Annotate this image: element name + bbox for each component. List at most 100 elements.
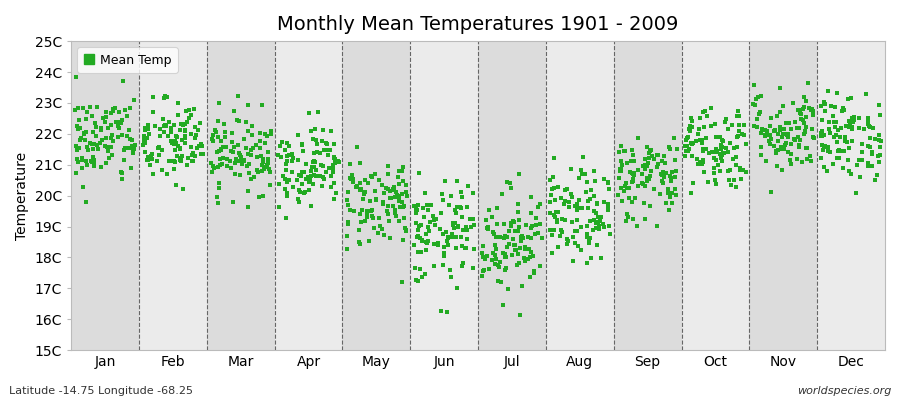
Point bbox=[596, 220, 610, 227]
Point bbox=[706, 155, 721, 162]
Point bbox=[257, 139, 272, 146]
Point bbox=[213, 138, 228, 145]
Point bbox=[554, 216, 569, 222]
Point bbox=[71, 105, 86, 112]
Point bbox=[387, 187, 401, 194]
Point bbox=[318, 147, 332, 154]
Point bbox=[309, 172, 323, 179]
Point bbox=[751, 123, 765, 130]
Point bbox=[203, 160, 218, 166]
Point bbox=[800, 156, 814, 163]
Point bbox=[145, 156, 159, 162]
Point bbox=[76, 184, 90, 190]
Point bbox=[642, 176, 656, 182]
Point bbox=[75, 157, 89, 163]
Point bbox=[187, 135, 202, 142]
Point bbox=[485, 229, 500, 236]
Point bbox=[560, 186, 574, 192]
Point bbox=[797, 94, 812, 100]
Point bbox=[273, 143, 287, 149]
Point bbox=[526, 269, 541, 276]
Point bbox=[775, 134, 789, 140]
Point bbox=[618, 180, 633, 186]
Point bbox=[284, 151, 299, 158]
Point bbox=[448, 207, 463, 214]
Point bbox=[433, 226, 447, 232]
Point bbox=[178, 140, 193, 146]
Point bbox=[614, 168, 628, 174]
Point bbox=[612, 149, 626, 156]
Point bbox=[489, 245, 503, 252]
Point bbox=[410, 234, 425, 240]
Point bbox=[499, 254, 513, 260]
Point bbox=[349, 182, 364, 189]
Point bbox=[764, 114, 778, 121]
Point bbox=[84, 157, 98, 164]
Point bbox=[277, 186, 292, 192]
Point bbox=[141, 153, 156, 160]
Point bbox=[68, 74, 83, 80]
Point bbox=[455, 214, 470, 220]
Point bbox=[842, 118, 856, 124]
Point bbox=[150, 144, 165, 151]
Point bbox=[369, 197, 383, 203]
Point bbox=[513, 245, 527, 251]
Point bbox=[816, 147, 831, 153]
Point bbox=[714, 142, 728, 149]
Point bbox=[762, 132, 777, 138]
Point bbox=[669, 168, 683, 174]
Point bbox=[524, 249, 538, 256]
Point bbox=[696, 158, 710, 165]
Y-axis label: Temperature: Temperature bbox=[15, 152, 29, 240]
Point bbox=[561, 238, 575, 245]
Point bbox=[306, 172, 320, 178]
Point bbox=[368, 170, 382, 177]
Point bbox=[822, 126, 836, 132]
Point bbox=[480, 253, 494, 259]
Point bbox=[71, 126, 86, 132]
Point bbox=[507, 236, 521, 242]
Point bbox=[295, 140, 310, 147]
Point bbox=[205, 163, 220, 169]
Point bbox=[98, 114, 112, 120]
Point bbox=[385, 186, 400, 192]
Point bbox=[419, 239, 434, 246]
Point bbox=[122, 127, 136, 133]
Point bbox=[383, 235, 398, 241]
Point bbox=[709, 134, 724, 140]
Point bbox=[292, 196, 306, 202]
Bar bbox=[207, 41, 274, 350]
Point bbox=[456, 260, 471, 267]
Point bbox=[544, 199, 558, 205]
Point bbox=[176, 186, 190, 192]
Point bbox=[619, 218, 634, 224]
Point bbox=[611, 175, 625, 182]
Point bbox=[407, 202, 421, 209]
Point bbox=[122, 145, 136, 152]
Point bbox=[852, 125, 867, 131]
Point bbox=[705, 148, 719, 155]
Point bbox=[145, 151, 159, 158]
Point bbox=[696, 148, 710, 154]
Point bbox=[251, 169, 266, 176]
Point bbox=[873, 112, 887, 118]
Point bbox=[418, 239, 433, 246]
Point bbox=[582, 235, 597, 241]
Point bbox=[444, 274, 458, 280]
Point bbox=[108, 104, 122, 111]
Point bbox=[718, 145, 733, 152]
Point bbox=[836, 165, 850, 172]
Point bbox=[817, 144, 832, 151]
Point bbox=[836, 148, 850, 154]
Point bbox=[488, 252, 502, 258]
Point bbox=[122, 105, 137, 111]
Point bbox=[316, 126, 330, 133]
Point bbox=[331, 159, 346, 166]
Point bbox=[792, 125, 806, 132]
Point bbox=[657, 174, 671, 180]
Point bbox=[242, 170, 256, 176]
Point bbox=[280, 190, 294, 196]
Point bbox=[572, 242, 586, 249]
Point bbox=[489, 256, 503, 262]
Point bbox=[861, 160, 876, 166]
